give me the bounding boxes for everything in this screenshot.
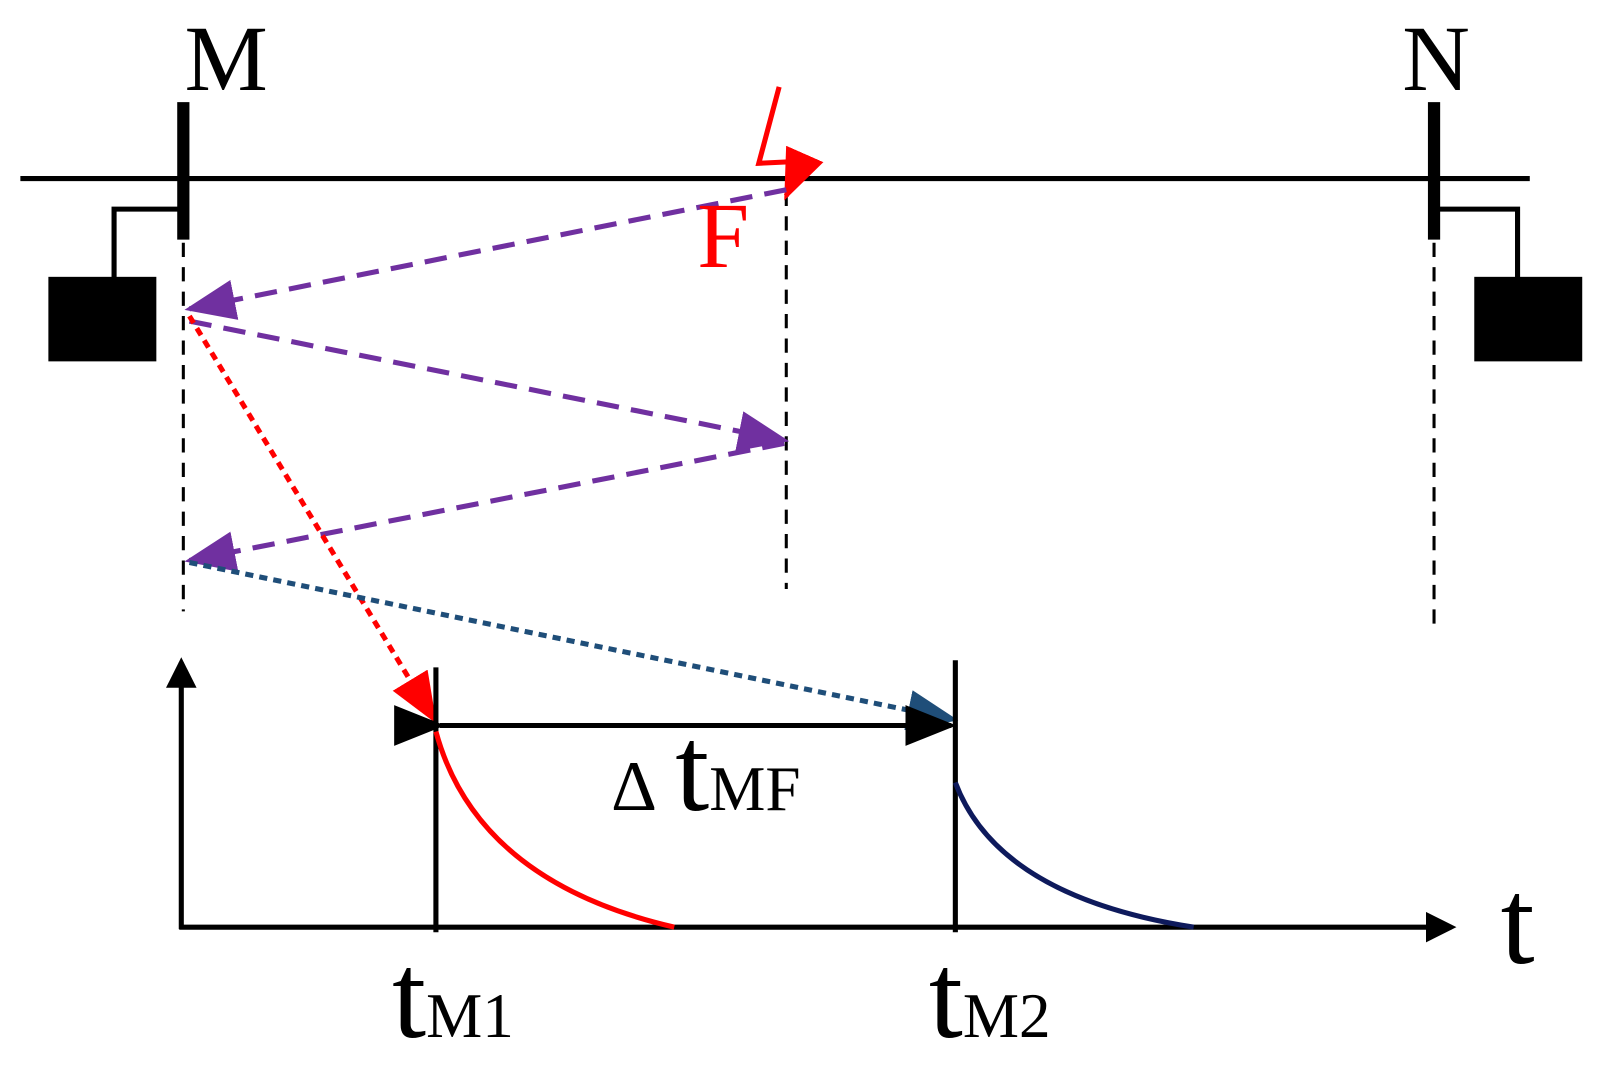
fault-label: F	[697, 185, 749, 288]
relay-n	[1474, 276, 1583, 362]
projection-2	[188, 560, 959, 731]
axis-label: t	[1501, 855, 1535, 990]
time-sub: M1	[426, 981, 514, 1051]
relay-m-wire	[111, 206, 184, 278]
line-diagram	[20, 86, 1583, 943]
relay-n-wire	[1434, 206, 1521, 278]
wave-2	[952, 781, 1195, 930]
time-label: tM2	[929, 929, 1051, 1064]
time-sub: M2	[963, 981, 1051, 1051]
wave-path	[188, 318, 790, 452]
bus-label: M	[184, 8, 267, 111]
relay-m	[48, 276, 157, 362]
projection-1	[187, 314, 437, 724]
time-main: t	[392, 929, 426, 1064]
interval-main: t	[675, 702, 709, 837]
fault-symbol	[755, 86, 824, 201]
wave-path	[184, 187, 787, 320]
time-main: t	[929, 929, 963, 1064]
bus-label: N	[1402, 8, 1470, 111]
delta-symbol: Δ	[611, 747, 657, 826]
interval-sub: MF	[709, 754, 800, 824]
wave-1	[433, 730, 675, 930]
time-label: tM1	[392, 929, 514, 1064]
wave-path	[184, 440, 785, 572]
